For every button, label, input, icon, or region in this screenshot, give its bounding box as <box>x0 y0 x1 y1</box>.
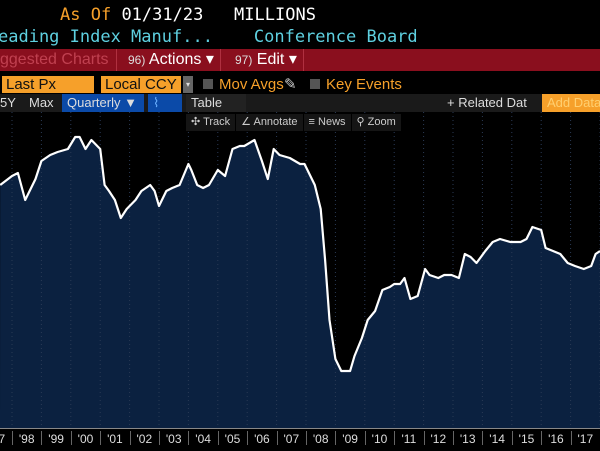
chart-toolbar: 5Y Max Quarterly ▼ ⌇ Table + Related Dat… <box>0 94 600 112</box>
area-fill <box>0 137 600 428</box>
x-tick-label: '14 <box>489 432 505 446</box>
year-separator <box>453 431 454 445</box>
currency-select[interactable]: Local CCY <box>101 76 181 93</box>
x-axis: '97 '98 '99 '00 '01 '02 '03 '04 '05 '06 '07 '08 '09 '… <box>0 428 600 451</box>
field-select[interactable]: Last Px <box>2 76 94 93</box>
x-tick-label: '12 <box>430 432 446 446</box>
year-separator <box>41 431 42 445</box>
edit-menu[interactable]: 97) Edit ▾ <box>229 49 304 71</box>
year-separator <box>100 431 101 445</box>
currency-dropdown-icon[interactable]: ▾ <box>183 76 193 93</box>
edit-label: Edit ▾ <box>257 51 297 68</box>
year-separator <box>306 431 307 445</box>
header-line: As Of 01/31/23 MILLIONS <box>60 5 316 25</box>
period-5y[interactable]: 5Y <box>0 94 21 112</box>
x-tick-label: '01 <box>107 432 123 446</box>
year-separator <box>71 431 72 445</box>
x-tick-label: '00 <box>78 432 94 446</box>
x-tick-label: '02 <box>136 432 152 446</box>
table-button[interactable]: Table <box>186 94 246 112</box>
line-chart-icon[interactable]: ⌇ <box>148 94 182 112</box>
x-tick-label: '11 <box>402 432 417 446</box>
x-tick-label: '99 <box>48 432 64 446</box>
x-tick-label: '17 <box>577 432 593 446</box>
security-name: eading Index Manuf... <box>0 27 213 47</box>
x-tick-label: '10 <box>372 432 388 446</box>
annotate-tool[interactable]: ∠ Annotate <box>236 114 302 131</box>
x-tick-label: '08 <box>313 432 329 446</box>
chart-tools: ✣ Track∠ Annotate≡ News⚲ Zoom <box>186 112 402 129</box>
zoom-tool[interactable]: ⚲ Zoom <box>352 114 401 131</box>
suggested-charts-button[interactable]: ggested Charts <box>0 49 117 71</box>
track-tool[interactable]: ✣ Track <box>186 114 235 131</box>
x-tick-label: '98 <box>19 432 35 446</box>
pencil-icon[interactable]: ✎ <box>284 76 297 93</box>
x-tick-label: '16 <box>548 432 564 446</box>
add-data-input[interactable]: Add Data <box>542 94 600 112</box>
year-separator <box>159 431 160 445</box>
mov-avgs-label: Mov Avgs <box>219 76 284 93</box>
year-separator <box>571 431 572 445</box>
year-separator <box>335 431 336 445</box>
key-events-label: Key Events <box>326 76 402 93</box>
as-of-label: As Of <box>60 5 111 25</box>
year-separator <box>188 431 189 445</box>
security-line: eading Index Manuf... Conference Board <box>0 27 418 47</box>
year-separator <box>512 431 513 445</box>
x-tick-label: '97 <box>0 432 5 446</box>
related-data-button[interactable]: + Related Dat <box>442 94 532 112</box>
x-tick-label: '05 <box>225 432 241 446</box>
x-tick-label: '03 <box>166 432 182 446</box>
x-tick-label: '13 <box>460 432 476 446</box>
period-max[interactable]: Max <box>24 94 59 112</box>
actions-menu[interactable]: 96) Actions ▾ <box>122 49 221 71</box>
year-separator <box>218 431 219 445</box>
x-tick-label: '15 <box>519 432 535 446</box>
edit-number: 97) <box>235 53 252 67</box>
year-separator <box>424 431 425 445</box>
chart-area[interactable] <box>0 112 600 428</box>
menu-bar: ggested Charts 96) Actions ▾ 97) Edit ▾ <box>0 49 600 71</box>
frequency-select[interactable]: Quarterly ▼ <box>62 94 144 112</box>
mov-avgs-checkbox[interactable] <box>203 79 213 89</box>
actions-label: Actions ▾ <box>149 51 214 68</box>
units: MILLIONS <box>234 5 316 25</box>
year-separator <box>130 431 131 445</box>
options-row: Last Px Local CCY ▾ Mov Avgs ✎ Key Event… <box>0 76 600 94</box>
x-tick-label: '04 <box>195 432 211 446</box>
year-separator <box>277 431 278 445</box>
actions-number: 96) <box>128 53 145 67</box>
as-of-date[interactable]: 01/31/23 <box>121 5 203 25</box>
year-separator <box>247 431 248 445</box>
x-tick-label: '09 <box>342 432 358 446</box>
year-separator <box>12 431 13 445</box>
year-separator <box>365 431 366 445</box>
source: Conference Board <box>254 27 418 47</box>
x-tick-label: '06 <box>254 432 270 446</box>
year-separator <box>394 431 395 445</box>
key-events-checkbox[interactable] <box>310 79 320 89</box>
x-tick-label: '07 <box>283 432 299 446</box>
year-separator <box>541 431 542 445</box>
news-tool[interactable]: ≡ News <box>304 114 351 131</box>
year-separator <box>482 431 483 445</box>
